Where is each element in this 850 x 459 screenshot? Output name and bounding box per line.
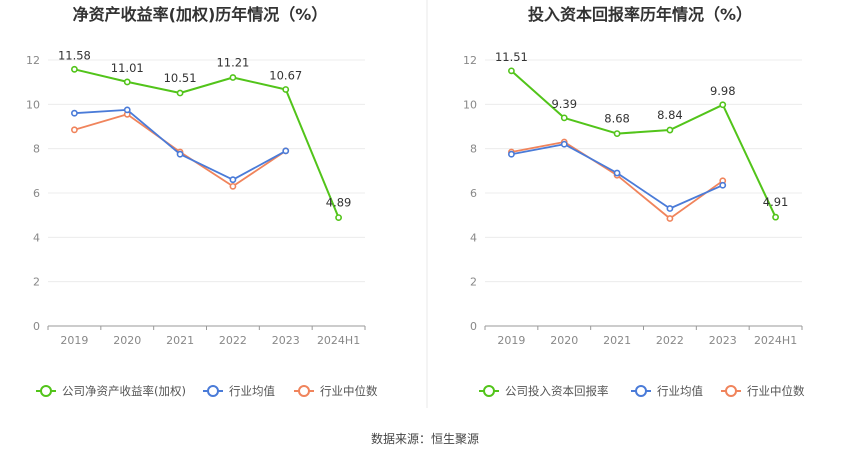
- data-point: [176, 89, 184, 97]
- data-point: [560, 114, 568, 122]
- data-point: [229, 74, 237, 81]
- data-point: [335, 214, 342, 222]
- legend-item: 行业均值: [631, 384, 703, 398]
- x-tick-label: 2019: [497, 334, 525, 347]
- x-tick-label: 2019: [60, 334, 88, 347]
- legend-label: 行业中位数: [320, 384, 378, 398]
- legend-label: 行业中位数: [747, 384, 805, 398]
- legend-item: 公司净资产收益率(加权): [36, 384, 186, 398]
- data-point: [772, 213, 779, 221]
- data-label: 10.67: [269, 68, 302, 82]
- series-line: [510, 70, 777, 218]
- y-tick-label: 6: [470, 187, 477, 200]
- data-point: [613, 169, 621, 177]
- data-point: [123, 106, 131, 114]
- data-label: 11.58: [58, 48, 91, 62]
- legend-label: 行业均值: [229, 384, 275, 398]
- series-line: [511, 141, 724, 220]
- y-tick-label: 0: [33, 320, 40, 333]
- legend-marker: [207, 385, 219, 397]
- data-point: [71, 109, 78, 117]
- legend-marker: [40, 385, 52, 397]
- data-label: 11.51: [495, 50, 528, 64]
- legend-item: 行业均值: [203, 384, 275, 398]
- y-tick-label: 2: [33, 276, 40, 289]
- legend-label: 行业均值: [657, 384, 703, 398]
- y-tick-label: 12: [463, 54, 477, 67]
- data-point: [560, 140, 568, 148]
- data-point: [229, 182, 237, 190]
- x-tick-label: 2023: [272, 334, 300, 347]
- data-label: 4.89: [326, 196, 352, 210]
- series-2: [508, 138, 727, 222]
- x-tick-label: 2020: [550, 334, 578, 347]
- y-tick-label: 0: [470, 320, 477, 333]
- x-tick-label: 2024H1: [754, 334, 797, 347]
- x-tick-label: 2024H1: [317, 334, 360, 347]
- data-point: [176, 150, 184, 158]
- legend-marker: [298, 385, 310, 397]
- x-tick-label: 2021: [166, 334, 194, 347]
- data-point: [229, 176, 237, 184]
- x-tick-label: 2020: [113, 334, 141, 347]
- data-label: 8.68: [604, 112, 630, 126]
- y-tick-label: 10: [26, 98, 40, 111]
- roe-chart: 净资产收益率(加权)历年情况（%） 0 2 4 6 8 10 12 2019 2020 2021 20…: [26, 5, 378, 398]
- legend-marker: [483, 385, 495, 397]
- data-point: [123, 78, 131, 86]
- data-point: [613, 130, 621, 137]
- legend-label: 公司投入资本回报率: [505, 384, 609, 398]
- data-point: [71, 126, 78, 134]
- data-point: [508, 150, 515, 158]
- y-tick-label: 8: [33, 143, 40, 156]
- data-label: 11.01: [111, 61, 144, 75]
- data-point: [282, 86, 290, 93]
- data-label: 10.51: [164, 71, 197, 85]
- x-tick-label: 2022: [219, 334, 247, 347]
- legend-item: 行业中位数: [721, 384, 805, 398]
- legend-marker: [725, 385, 737, 397]
- x-tick-label: 2023: [709, 334, 737, 347]
- series-0: 11.58 11.01 10.51 11.21 10.67 4.89: [58, 48, 352, 222]
- y-tick-label: 2: [470, 276, 477, 289]
- series-1: [508, 140, 727, 212]
- data-point: [719, 181, 727, 189]
- series-2: [71, 110, 290, 190]
- legend-marker: [635, 385, 647, 397]
- series-1: [71, 106, 290, 184]
- roic-chart: 投入资本回报率历年情况（%） 0 2 4 6 8 10 12 2019 2020 2021 2022 2…: [463, 5, 805, 398]
- chart-title: 净资产收益率(加权)历年情况（%）: [73, 5, 328, 24]
- data-point: [282, 147, 290, 155]
- data-point: [508, 67, 515, 75]
- data-point: [666, 126, 674, 134]
- data-source-note: 数据来源：恒生聚源: [371, 431, 479, 446]
- data-label: 11.21: [216, 56, 249, 70]
- x-tick-label: 2021: [603, 334, 631, 347]
- data-point: [719, 101, 727, 109]
- x-tick-label: 2022: [656, 334, 684, 347]
- data-label: 9.98: [710, 84, 736, 98]
- y-tick-label: 8: [470, 143, 477, 156]
- y-tick-label: 12: [26, 54, 40, 67]
- data-point: [666, 215, 674, 222]
- series-line: [74, 68, 340, 218]
- chart-title: 投入资本回报率历年情况（%）: [528, 5, 752, 24]
- data-label: 4.91: [763, 195, 789, 209]
- legend-item: 公司投入资本回报率: [479, 384, 609, 398]
- y-tick-label: 6: [33, 187, 40, 200]
- series-0: 11.51 9.39 8.68 8.84 9.98 4.91: [495, 50, 789, 221]
- data-label: 8.84: [657, 108, 683, 122]
- legend-label: 公司净资产收益率(加权): [62, 384, 186, 398]
- y-tick-label: 4: [470, 231, 477, 244]
- legend-item: 行业中位数: [294, 384, 378, 398]
- y-tick-label: 4: [33, 231, 40, 244]
- data-point: [666, 205, 674, 212]
- data-point: [71, 65, 78, 73]
- y-tick-label: 10: [463, 98, 477, 111]
- data-label: 9.39: [551, 97, 577, 111]
